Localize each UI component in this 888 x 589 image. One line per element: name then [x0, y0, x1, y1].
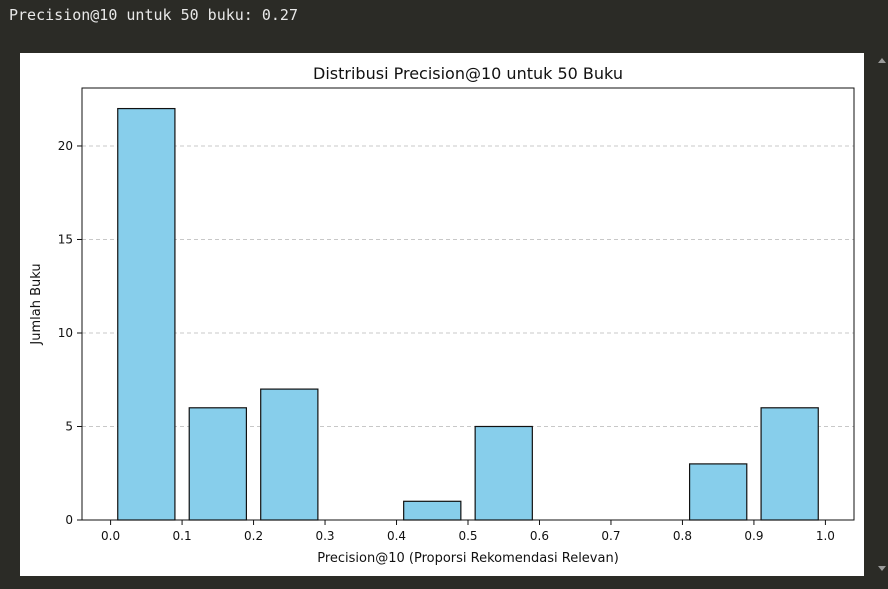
scroll-down-arrow-icon[interactable] — [878, 566, 886, 571]
x-tick-label: 0.3 — [315, 529, 334, 543]
y-tick-label: 10 — [58, 326, 73, 340]
histogram-chart: 0.0 0.1 0.2 0.3 0.4 0.5 0.6 0.7 0.8 0.9 1.0 0 5 10 15 2… — [29, 64, 855, 566]
x-tick-label: 0.9 — [744, 529, 763, 543]
x-tick-label: 0.2 — [244, 529, 263, 543]
histogram-bar — [403, 500, 462, 521]
y-tick-label: 0 — [65, 513, 73, 527]
x-tick-label: 1.0 — [816, 529, 835, 543]
ticks: 0.0 0.1 0.2 0.3 0.4 0.5 0.6 0.7 0.8 0.9 1.0 0 5 10 15 2… — [58, 139, 835, 543]
x-axis-label: Precision@10 (Proporsi Rekomendasi Relev… — [317, 551, 619, 566]
histogram-bar — [688, 463, 748, 521]
y-axis-label: Jumlah Buku — [29, 263, 44, 345]
y-tick-label: 15 — [58, 232, 73, 246]
x-tick-label: 0.0 — [101, 529, 120, 543]
y-tick-label: 5 — [65, 419, 73, 433]
chart-title: Distribusi Precision@10 untuk 50 Buku — [313, 64, 623, 83]
histogram-bar — [188, 407, 248, 521]
histogram-bar — [760, 407, 819, 521]
x-tick-label: 0.1 — [173, 529, 192, 543]
y-tick-label: 20 — [58, 139, 73, 153]
x-tick-label: 0.8 — [673, 529, 692, 543]
x-tick-label: 0.5 — [458, 529, 477, 543]
x-tick-label: 0.4 — [387, 529, 406, 543]
cell-output-text: Precision@10 untuk 50 buku: 0.27 — [9, 6, 298, 24]
scroll-up-arrow-icon[interactable] — [878, 58, 886, 63]
bars — [117, 107, 819, 521]
histogram-bar — [474, 425, 533, 521]
x-tick-label: 0.6 — [530, 529, 549, 543]
x-tick-label: 0.7 — [601, 529, 620, 543]
plot-image: 0.0 0.1 0.2 0.3 0.4 0.5 0.6 0.7 0.8 0.9 1.0 0 5 10 15 2… — [20, 53, 864, 576]
histogram-bar — [260, 388, 319, 521]
histogram-bar — [117, 107, 176, 521]
